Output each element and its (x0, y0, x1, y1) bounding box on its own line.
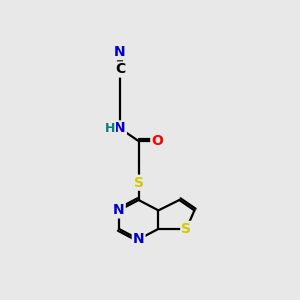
Text: N: N (133, 232, 145, 246)
Text: O: O (151, 134, 163, 148)
Text: N: N (113, 203, 125, 218)
Text: S: S (134, 176, 144, 190)
Text: N: N (114, 122, 126, 135)
Text: S: S (181, 222, 191, 236)
Text: C: C (115, 62, 125, 76)
Text: N: N (114, 45, 126, 59)
Text: H: H (105, 122, 116, 135)
